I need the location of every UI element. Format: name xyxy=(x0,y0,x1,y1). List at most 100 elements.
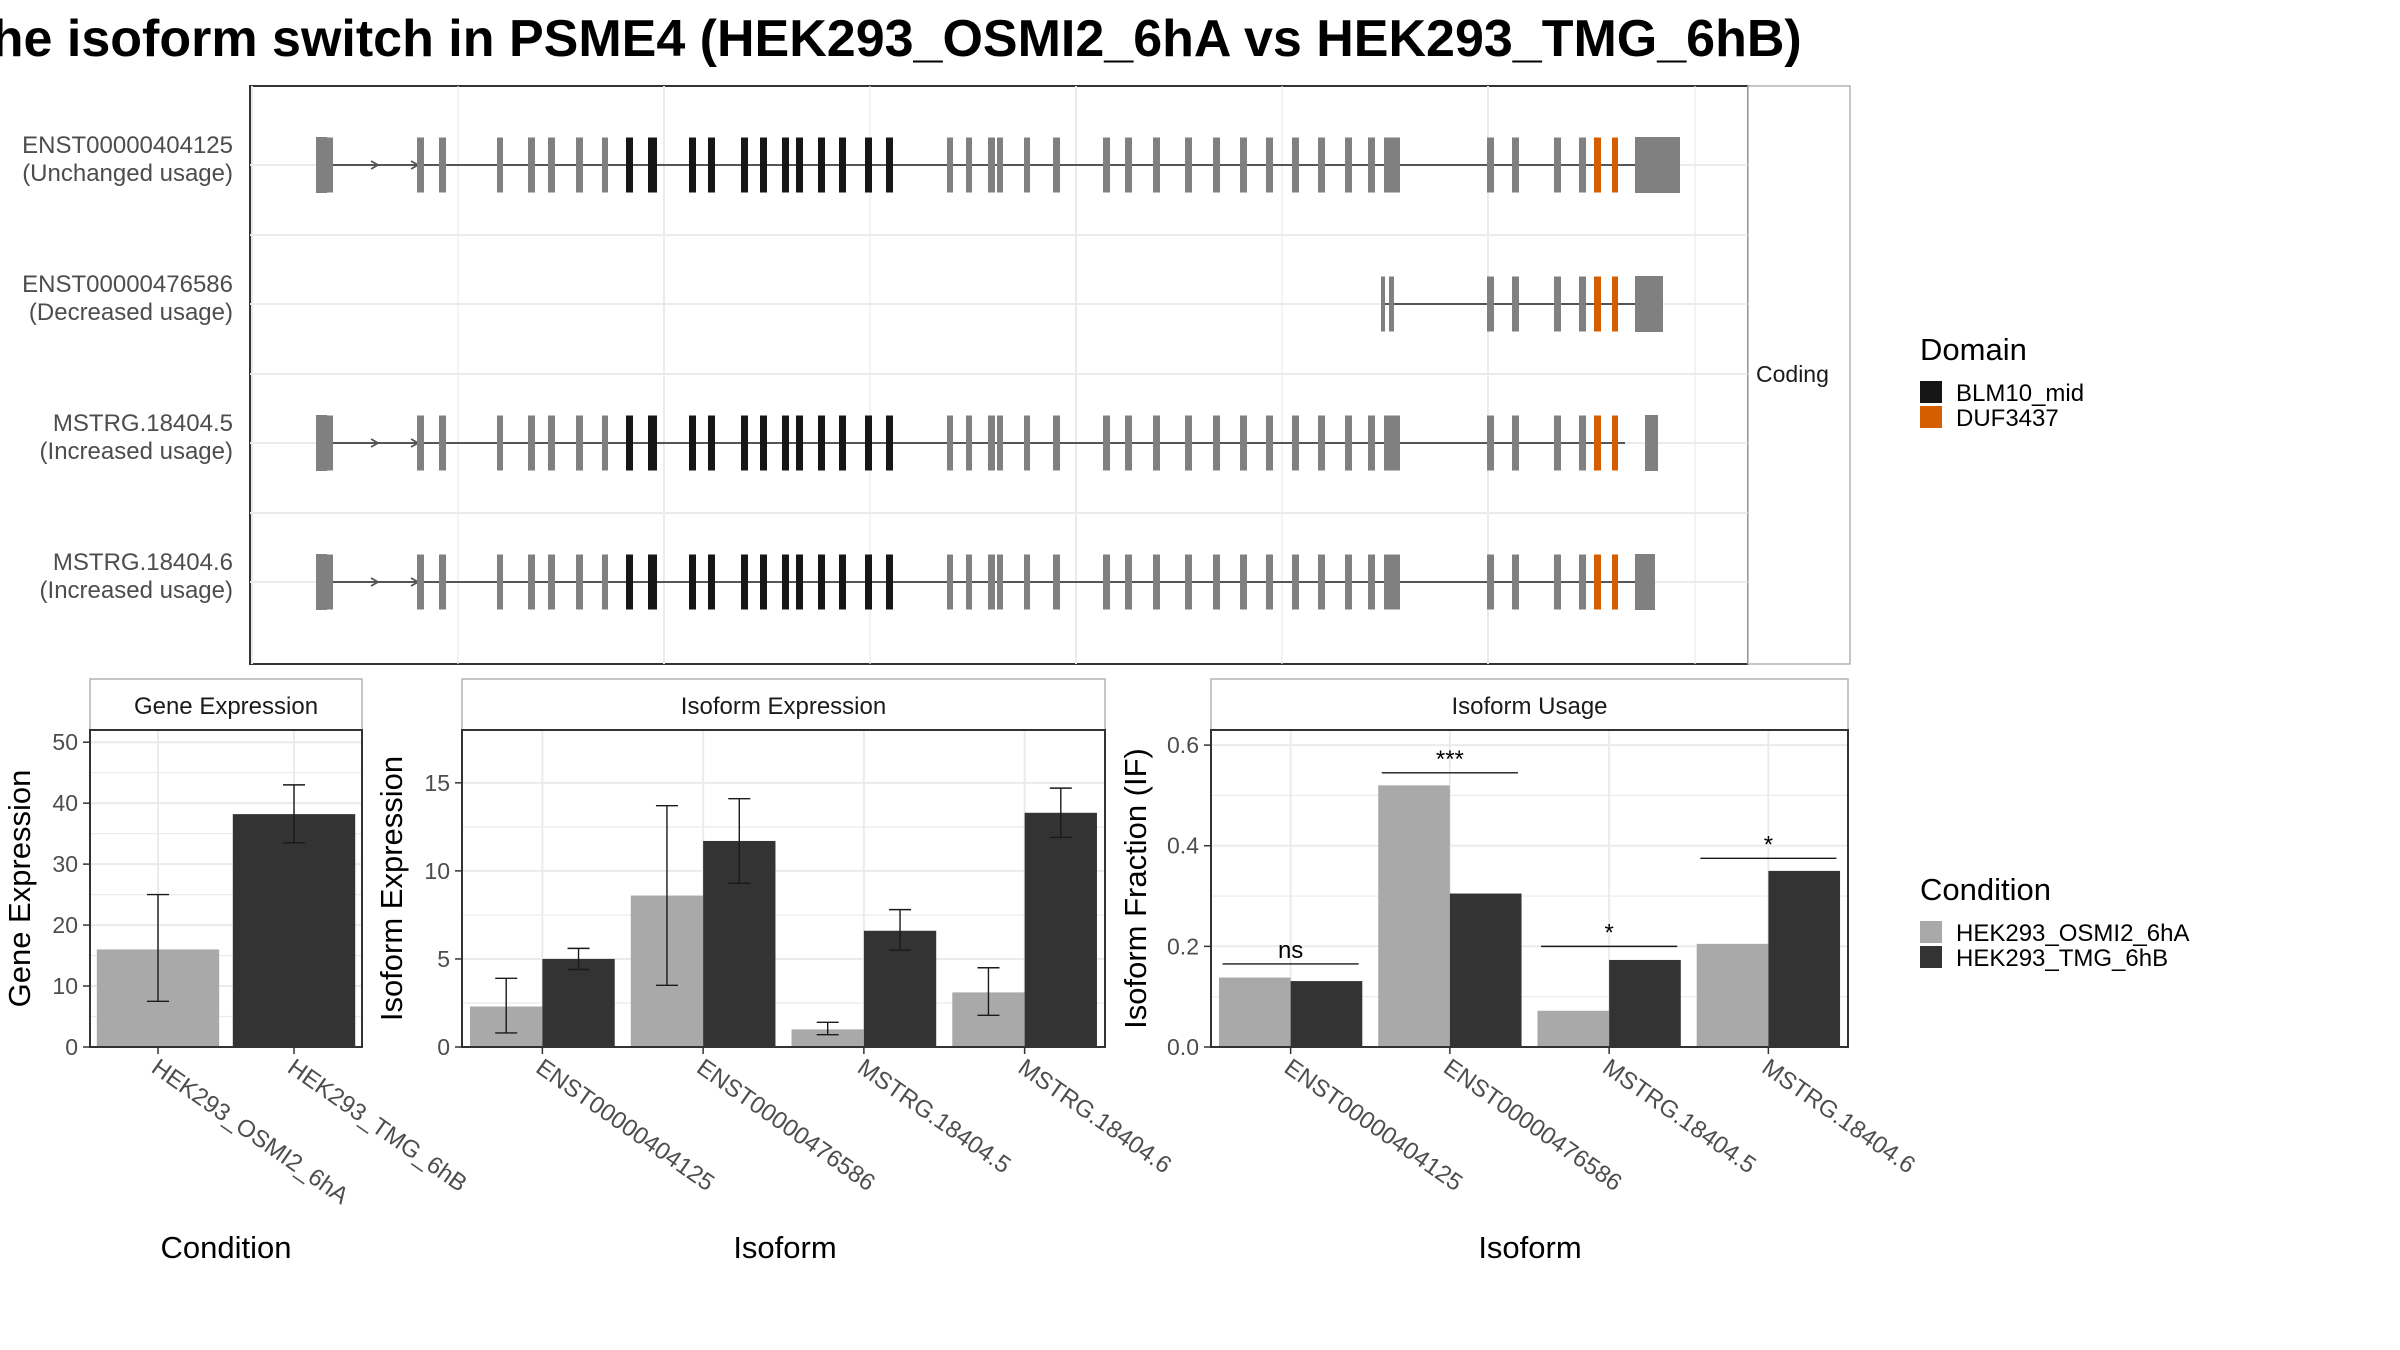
utr-block xyxy=(1635,137,1680,193)
y-tick-label: 10 xyxy=(424,858,450,884)
exon xyxy=(988,137,995,193)
exon-blm10-mid xyxy=(886,137,893,193)
significance-label: * xyxy=(1764,831,1773,858)
exon xyxy=(1512,415,1519,471)
exon xyxy=(1240,554,1247,610)
exon-blm10-mid xyxy=(818,415,825,471)
exon xyxy=(528,415,535,471)
transcript-id-label: MSTRG.18404.6 xyxy=(53,549,233,576)
exon xyxy=(1579,415,1586,471)
legend-key-duf3437 xyxy=(1920,406,1942,428)
exon xyxy=(1345,137,1352,193)
exon-blm10-mid xyxy=(796,415,803,471)
exon xyxy=(1389,276,1394,332)
exon-blm10-mid xyxy=(741,415,748,471)
strand-arrow xyxy=(370,160,380,170)
utr-block xyxy=(1635,554,1655,610)
significance-label: * xyxy=(1604,919,1613,946)
facet-strip xyxy=(1747,85,1851,665)
exon-blm10-mid xyxy=(689,554,696,610)
exon xyxy=(317,137,333,193)
legend-key-cond-b xyxy=(1920,946,1942,968)
transcript-id-label: MSTRG.18404.5 xyxy=(53,410,233,437)
exon xyxy=(1213,554,1220,610)
exon-blm10-mid xyxy=(648,415,657,471)
exon xyxy=(1213,415,1220,471)
exon-duf3437 xyxy=(1594,276,1601,332)
bar xyxy=(1378,785,1450,1047)
x-axis-title: Isoform xyxy=(733,1230,836,1265)
exon-blm10-mid xyxy=(865,137,872,193)
exon xyxy=(988,554,995,610)
bar xyxy=(232,814,356,1047)
y-tick-label: 20 xyxy=(52,912,78,938)
x-tick-label: MSTRG.18404.5 xyxy=(852,1054,1015,1179)
exon xyxy=(576,415,583,471)
exon xyxy=(966,137,972,193)
exon-blm10-mid xyxy=(760,137,767,193)
x-tick-label: ENST00000404125 xyxy=(531,1054,719,1197)
exon xyxy=(602,137,608,193)
exon xyxy=(548,554,555,610)
exon-blm10-mid xyxy=(865,415,872,471)
exon xyxy=(1266,415,1273,471)
exon-duf3437 xyxy=(1612,137,1618,193)
exon-blm10-mid xyxy=(689,137,696,193)
bar xyxy=(1024,812,1097,1047)
bar xyxy=(542,958,615,1047)
exon-blm10-mid xyxy=(886,554,893,610)
exon xyxy=(1185,137,1192,193)
transcript-id-label: ENST00000404125 xyxy=(22,132,233,159)
domain-legend: Domain BLM10_mid DUF3437 xyxy=(1920,332,2084,432)
exon xyxy=(1103,137,1110,193)
exon-blm10-mid xyxy=(839,137,846,193)
exon xyxy=(1554,554,1561,610)
exon xyxy=(1487,415,1494,471)
exon xyxy=(1153,415,1160,471)
strand-arrow xyxy=(370,577,380,587)
bar xyxy=(1537,1010,1610,1047)
exon-blm10-mid xyxy=(626,415,633,471)
exon xyxy=(497,415,503,471)
transcript-usage-label: (Unchanged usage) xyxy=(22,160,233,187)
y-tick-label: 30 xyxy=(52,851,78,877)
legend-label-cond-a: HEK293_OSMI2_6hA xyxy=(1956,920,2189,947)
exon xyxy=(1487,137,1494,193)
y-tick-label: 10 xyxy=(52,973,78,999)
exon xyxy=(417,415,424,471)
exon xyxy=(1579,137,1586,193)
exon xyxy=(947,137,953,193)
bar xyxy=(1218,977,1291,1047)
exon xyxy=(1213,137,1220,193)
exon xyxy=(1153,137,1160,193)
exon xyxy=(417,554,424,610)
exon-blm10-mid xyxy=(626,554,633,610)
y-tick-label: 15 xyxy=(424,770,450,796)
exon xyxy=(317,554,333,610)
exon-blm10-mid xyxy=(708,137,715,193)
exon xyxy=(1579,554,1586,610)
significance-label: *** xyxy=(1436,746,1464,773)
exon xyxy=(947,415,953,471)
legend-label-cond-b: HEK293_TMG_6hB xyxy=(1956,945,2168,972)
bar xyxy=(791,1029,864,1047)
exon-blm10-mid xyxy=(741,554,748,610)
strand-arrow xyxy=(370,438,380,448)
x-tick-label: MSTRG.18404.6 xyxy=(1013,1054,1176,1179)
exon xyxy=(997,554,1003,610)
exon-blm10-mid xyxy=(708,415,715,471)
x-axis-title: Condition xyxy=(161,1230,292,1265)
facet-strip xyxy=(89,678,363,731)
significance-label: ns xyxy=(1278,937,1303,964)
exon xyxy=(497,137,503,193)
exon xyxy=(602,415,608,471)
exon-duf3437 xyxy=(1594,554,1601,610)
exon xyxy=(1266,554,1273,610)
panel-title: Gene Expression xyxy=(134,693,318,720)
exon xyxy=(1053,554,1060,610)
x-tick-label: ENST00000476586 xyxy=(692,1054,880,1197)
utr-block xyxy=(1635,276,1663,332)
exon-blm10-mid xyxy=(865,554,872,610)
exon xyxy=(1384,554,1400,610)
panel-border xyxy=(461,729,1106,1048)
